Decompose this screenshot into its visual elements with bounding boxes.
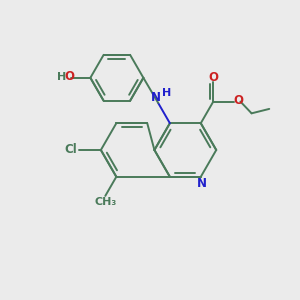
Text: O: O (64, 70, 74, 83)
Text: N: N (151, 91, 161, 104)
Text: N: N (197, 177, 207, 190)
Text: O: O (233, 94, 243, 106)
Text: H: H (162, 88, 171, 98)
Text: Cl: Cl (64, 143, 77, 157)
Text: O: O (208, 70, 218, 84)
Text: H: H (57, 72, 66, 82)
Text: CH₃: CH₃ (94, 197, 116, 207)
